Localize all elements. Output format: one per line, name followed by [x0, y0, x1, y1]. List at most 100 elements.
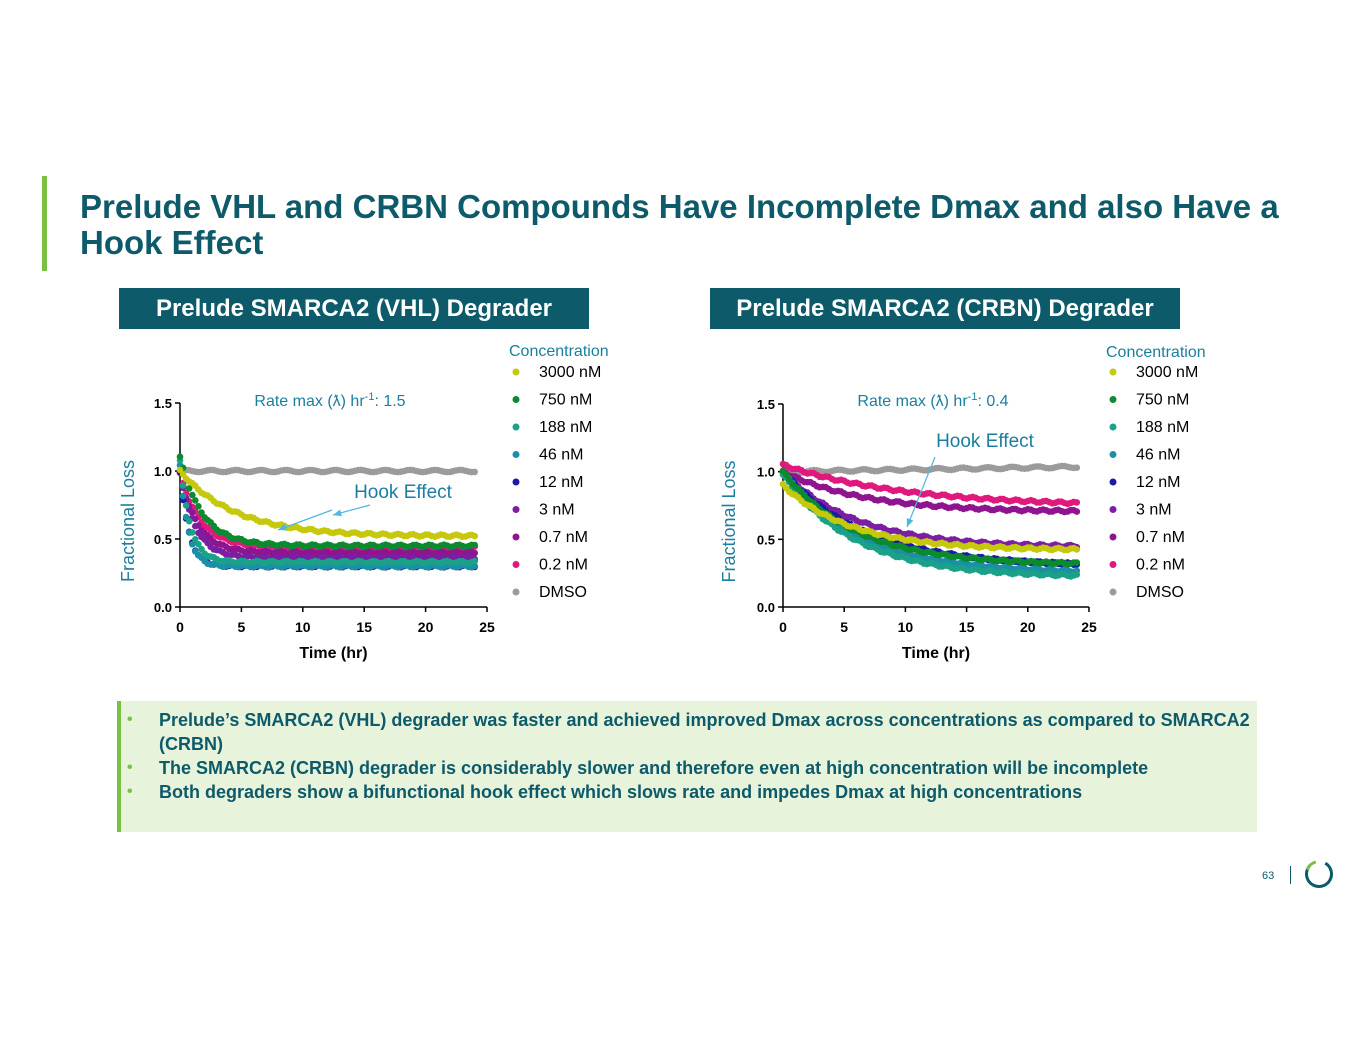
- bullet-item: • Both degraders show a bifunctional hoo…: [121, 780, 1257, 804]
- hook-effect-annotation: Hook Effect: [936, 431, 1035, 452]
- data-point: [1073, 508, 1081, 515]
- bullet-marker: •: [127, 711, 133, 728]
- legend-marker: [1109, 396, 1117, 403]
- legend-marker: [512, 533, 520, 541]
- legend-label: 3 nM: [539, 502, 575, 519]
- rate-value: : 0.4: [977, 393, 1008, 410]
- data-point: [471, 557, 479, 565]
- y-tick-label: 0.0: [757, 600, 775, 615]
- legend-marker: [512, 478, 520, 486]
- legend-marker: [1109, 368, 1117, 376]
- legend-marker: [1109, 533, 1117, 541]
- legend-title: Concentration: [1106, 344, 1206, 361]
- series-dmso: [779, 462, 1081, 476]
- x-tick-label: 20: [1020, 619, 1036, 635]
- x-tick-label: 20: [418, 619, 434, 635]
- series-3000-nm: [176, 466, 479, 541]
- page-number: 63: [1262, 870, 1275, 882]
- charts-canvas: 0 5 10 15 20 25 0.0 0.5 1.0 1.5 Time (hr) Fractiona…: [118, 343, 1206, 662]
- title-accent-bar: [42, 176, 47, 271]
- data-point: [471, 532, 479, 540]
- y-tick-label: 1.5: [154, 396, 172, 411]
- slide-title: Prelude VHL and CRBN Compounds Have Inco…: [80, 188, 1279, 261]
- hook-effect-annotation: Hook Effect: [354, 482, 453, 503]
- data-point: [192, 522, 199, 530]
- data-point: [1073, 546, 1081, 553]
- legend-label: 188 nM: [539, 419, 592, 436]
- legend-label: DMSO: [539, 584, 587, 601]
- bullet-marker: •: [127, 759, 133, 776]
- legend-label: 750 nM: [1136, 392, 1189, 409]
- legend-marker: [1109, 451, 1117, 458]
- data-point: [1073, 499, 1081, 506]
- series-3000-nm: [779, 480, 1081, 554]
- annotation-arrow-head: [278, 523, 287, 531]
- bullet-text: The SMARCA2 (CRBN) degrader is considera…: [159, 758, 1149, 778]
- series-188-nm: [779, 471, 1081, 580]
- x-tick-label: 25: [479, 619, 495, 635]
- annotation-arrow-head: [906, 518, 914, 527]
- x-tick-label: 0: [176, 619, 184, 635]
- legend-label: 3 nM: [1136, 502, 1172, 519]
- data-point: [1073, 571, 1081, 578]
- y-tick-label: 1.0: [154, 464, 172, 479]
- y-tick-label: 0.5: [154, 532, 172, 547]
- data-point: [176, 453, 184, 461]
- data-point: [1073, 559, 1081, 566]
- y-axis-title: Fractional Loss: [719, 460, 739, 582]
- series-188-nm: [176, 457, 479, 567]
- rate-label-text: Rate max (ƛ) hr: [254, 393, 365, 410]
- legend-label: 0.7 nM: [539, 529, 588, 546]
- legend-label: 12 nM: [539, 474, 583, 491]
- x-tick-label: 0: [779, 619, 787, 635]
- legend-title: Concentration: [509, 343, 609, 360]
- annotation-arrow-line: [906, 456, 936, 528]
- rate-value: : 1.5: [374, 393, 405, 410]
- legend-marker: [1109, 561, 1117, 568]
- summary-bullets: • Prelude’s SMARCA2 (VHL) degrader was f…: [117, 701, 1257, 832]
- data-point: [189, 529, 196, 536]
- legend-label: 0.7 nM: [1136, 529, 1185, 546]
- data-point: [471, 468, 479, 476]
- data-point: [192, 497, 199, 504]
- legend-marker: [512, 588, 520, 596]
- data-point: [471, 549, 479, 557]
- x-tick-label: 5: [840, 619, 848, 635]
- data-point: [179, 482, 187, 489]
- legend-label: 12 nM: [1136, 474, 1180, 491]
- legend-label: 3000 nM: [1136, 364, 1198, 381]
- data-point: [189, 491, 196, 499]
- data-point: [198, 509, 205, 516]
- legend-marker: [512, 561, 520, 568]
- bullet-text: Both degraders show a bifunctional hook …: [159, 782, 1083, 802]
- legend-marker: [1109, 588, 1117, 596]
- legend-label: 46 nM: [1136, 447, 1180, 464]
- y-tick-label: 0.5: [757, 532, 775, 547]
- data-point: [179, 492, 187, 500]
- bullet-item: • Prelude’s SMARCA2 (VHL) degrader was f…: [121, 708, 1257, 756]
- series-0.2-nm: [779, 460, 1081, 508]
- data-point: [195, 540, 202, 548]
- vhl-chart: 0 5 10 15 20 25 0.0 0.5 1.0 1.5 Time (hr) Fractiona…: [118, 343, 609, 662]
- x-tick-label: 15: [356, 619, 372, 635]
- legend-marker: [512, 451, 520, 458]
- annotation-arrow-line: [277, 509, 333, 531]
- x-axis-title: Time (hr): [299, 645, 367, 662]
- legend-label: 188 nM: [1136, 419, 1189, 436]
- data-point: [1073, 464, 1081, 472]
- data-point: [189, 541, 196, 548]
- legend-marker: [1109, 423, 1117, 431]
- legend-label: 3000 nM: [539, 364, 601, 381]
- legend-label: 0.2 nM: [539, 557, 588, 574]
- legend-label: 46 nM: [539, 447, 583, 464]
- prelude-logo-icon: [1305, 860, 1333, 888]
- bullet-marker: •: [127, 783, 133, 800]
- rate-superscript: -1: [968, 391, 978, 403]
- x-axis-title: Time (hr): [902, 645, 970, 662]
- legend-marker: [1109, 506, 1117, 513]
- y-tick-label: 0.0: [154, 600, 172, 615]
- legend-label: 0.2 nM: [1136, 557, 1185, 574]
- y-tick-label: 1.5: [757, 397, 775, 412]
- bullet-text: Prelude’s SMARCA2 (VHL) degrader was fas…: [159, 710, 1250, 754]
- crbn-chart: 0 5 10 15 20 25 0.0 0.5 1.0 1.5 Time (hr) Fractiona…: [719, 344, 1206, 662]
